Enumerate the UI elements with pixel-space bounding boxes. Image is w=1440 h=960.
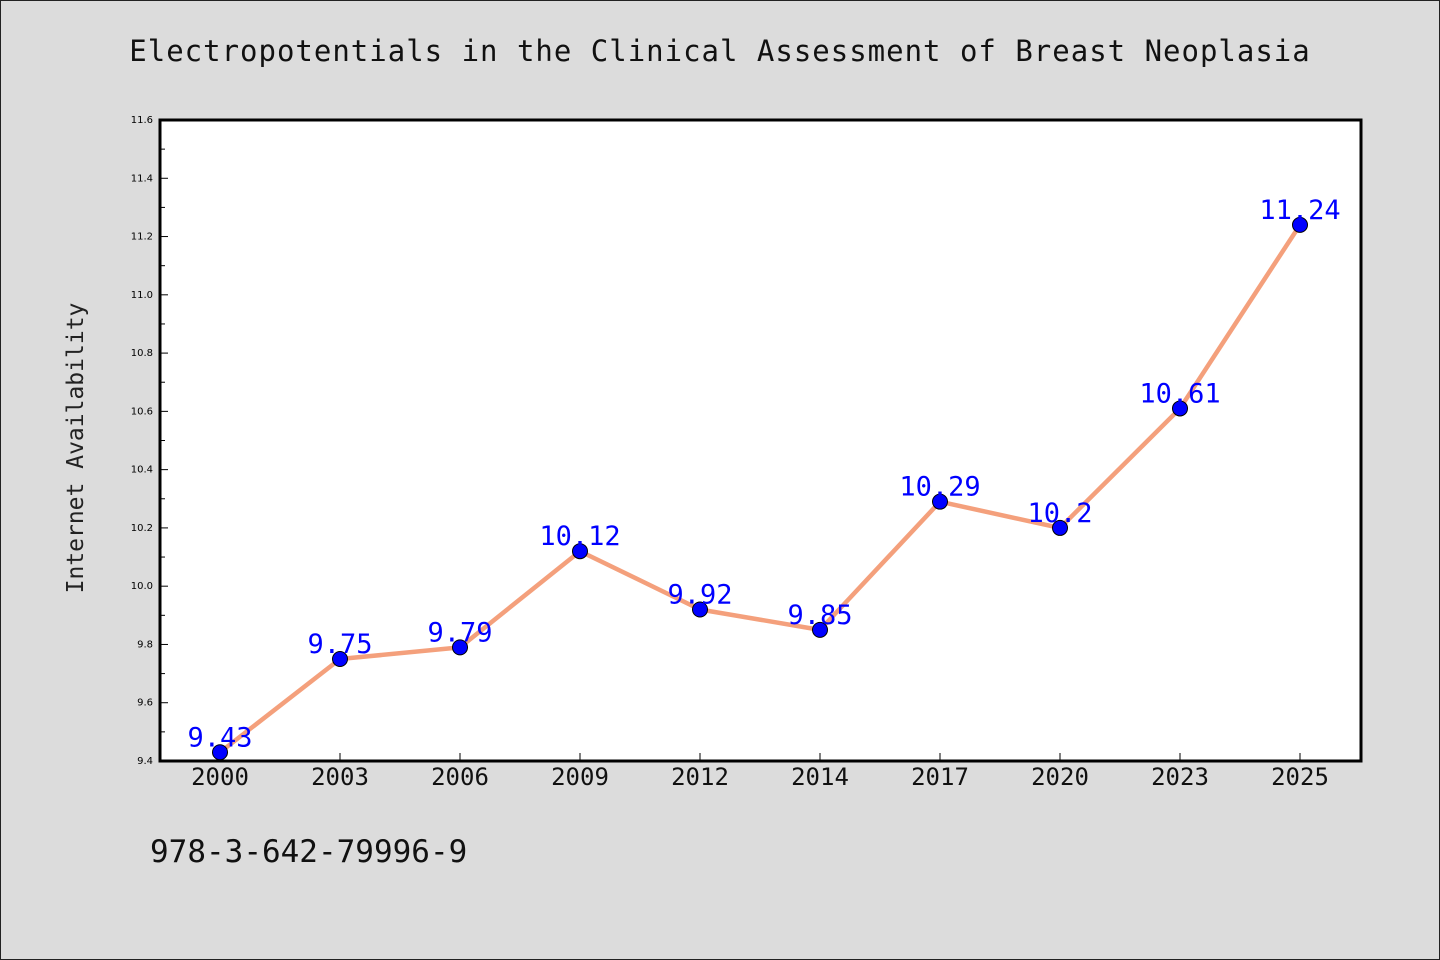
y-tick-label: 10.6: [131, 406, 153, 417]
y-tick-label: 11.2: [131, 232, 153, 243]
y-tick-label: 11.0: [131, 290, 153, 301]
plot-area: [158, 118, 1363, 763]
x-tick-label: 2003: [311, 763, 369, 791]
y-tick-label: 11.4: [131, 173, 153, 184]
data-label: 10.29: [899, 472, 980, 503]
data-label: 9.85: [787, 600, 852, 631]
chart-title: Electropotentials in the Clinical Assess…: [129, 34, 1311, 68]
x-tick-label: 2017: [911, 763, 969, 791]
x-axis: 2000 2003 2006 2009 2012 2014 2017 2020 2023 2025: [191, 753, 1329, 791]
x-tick-label: 2020: [1031, 763, 1089, 791]
x-tick-label: 2025: [1271, 763, 1329, 791]
data-point: [692, 601, 708, 618]
data-point: [812, 621, 828, 638]
data-label: 9.79: [427, 617, 492, 648]
data-point: [1052, 519, 1068, 536]
data-point: [572, 543, 588, 560]
data-point: [452, 639, 468, 656]
data-label: 10.12: [539, 521, 620, 552]
y-tick-label: 9.6: [137, 698, 153, 709]
data-point: [212, 744, 228, 761]
data-point: [1172, 400, 1188, 417]
data-label: 10.61: [1139, 378, 1220, 409]
data-point: [932, 493, 948, 510]
x-tick-label: 2023: [1151, 763, 1209, 791]
y-tick-label: 10.0: [131, 581, 153, 592]
y-tick-label: 9.8: [137, 639, 153, 650]
data-point: [332, 651, 348, 668]
data-label: 9.43: [187, 722, 252, 753]
x-tick-label: 2012: [671, 763, 729, 791]
data-label: 11.24: [1259, 195, 1340, 226]
y-tick-label: 10.2: [131, 523, 153, 534]
isbn-text: 978-3-642-79996-9: [150, 834, 468, 870]
x-tick-label: 2000: [191, 763, 249, 791]
data-labels: 9.43 9.75 9.79 10.12 9.92 9.85 10.29 10.2 10.61 1…: [187, 195, 1340, 753]
y-tick-label: 10.8: [131, 348, 153, 359]
x-tick-label: 2009: [551, 763, 609, 791]
y-axis: 9.4 9.6 9.8 10.0 10.2 10.4 10.6 10.8 11.0 11.2 11.…: [131, 115, 168, 767]
y-tick-label: 11.6: [131, 115, 153, 126]
data-point: [1292, 216, 1308, 233]
data-label: 9.75: [307, 629, 372, 660]
data-label: 10.2: [1027, 498, 1092, 529]
data-markers: [212, 216, 1308, 761]
series-line: [218, 223, 1302, 755]
data-label: 9.92: [667, 579, 732, 610]
y-tick-label: 10.4: [131, 465, 153, 476]
x-tick-label: 2006: [431, 763, 489, 791]
y-tick-label: 9.4: [137, 756, 153, 767]
x-tick-label: 2014: [791, 763, 849, 791]
